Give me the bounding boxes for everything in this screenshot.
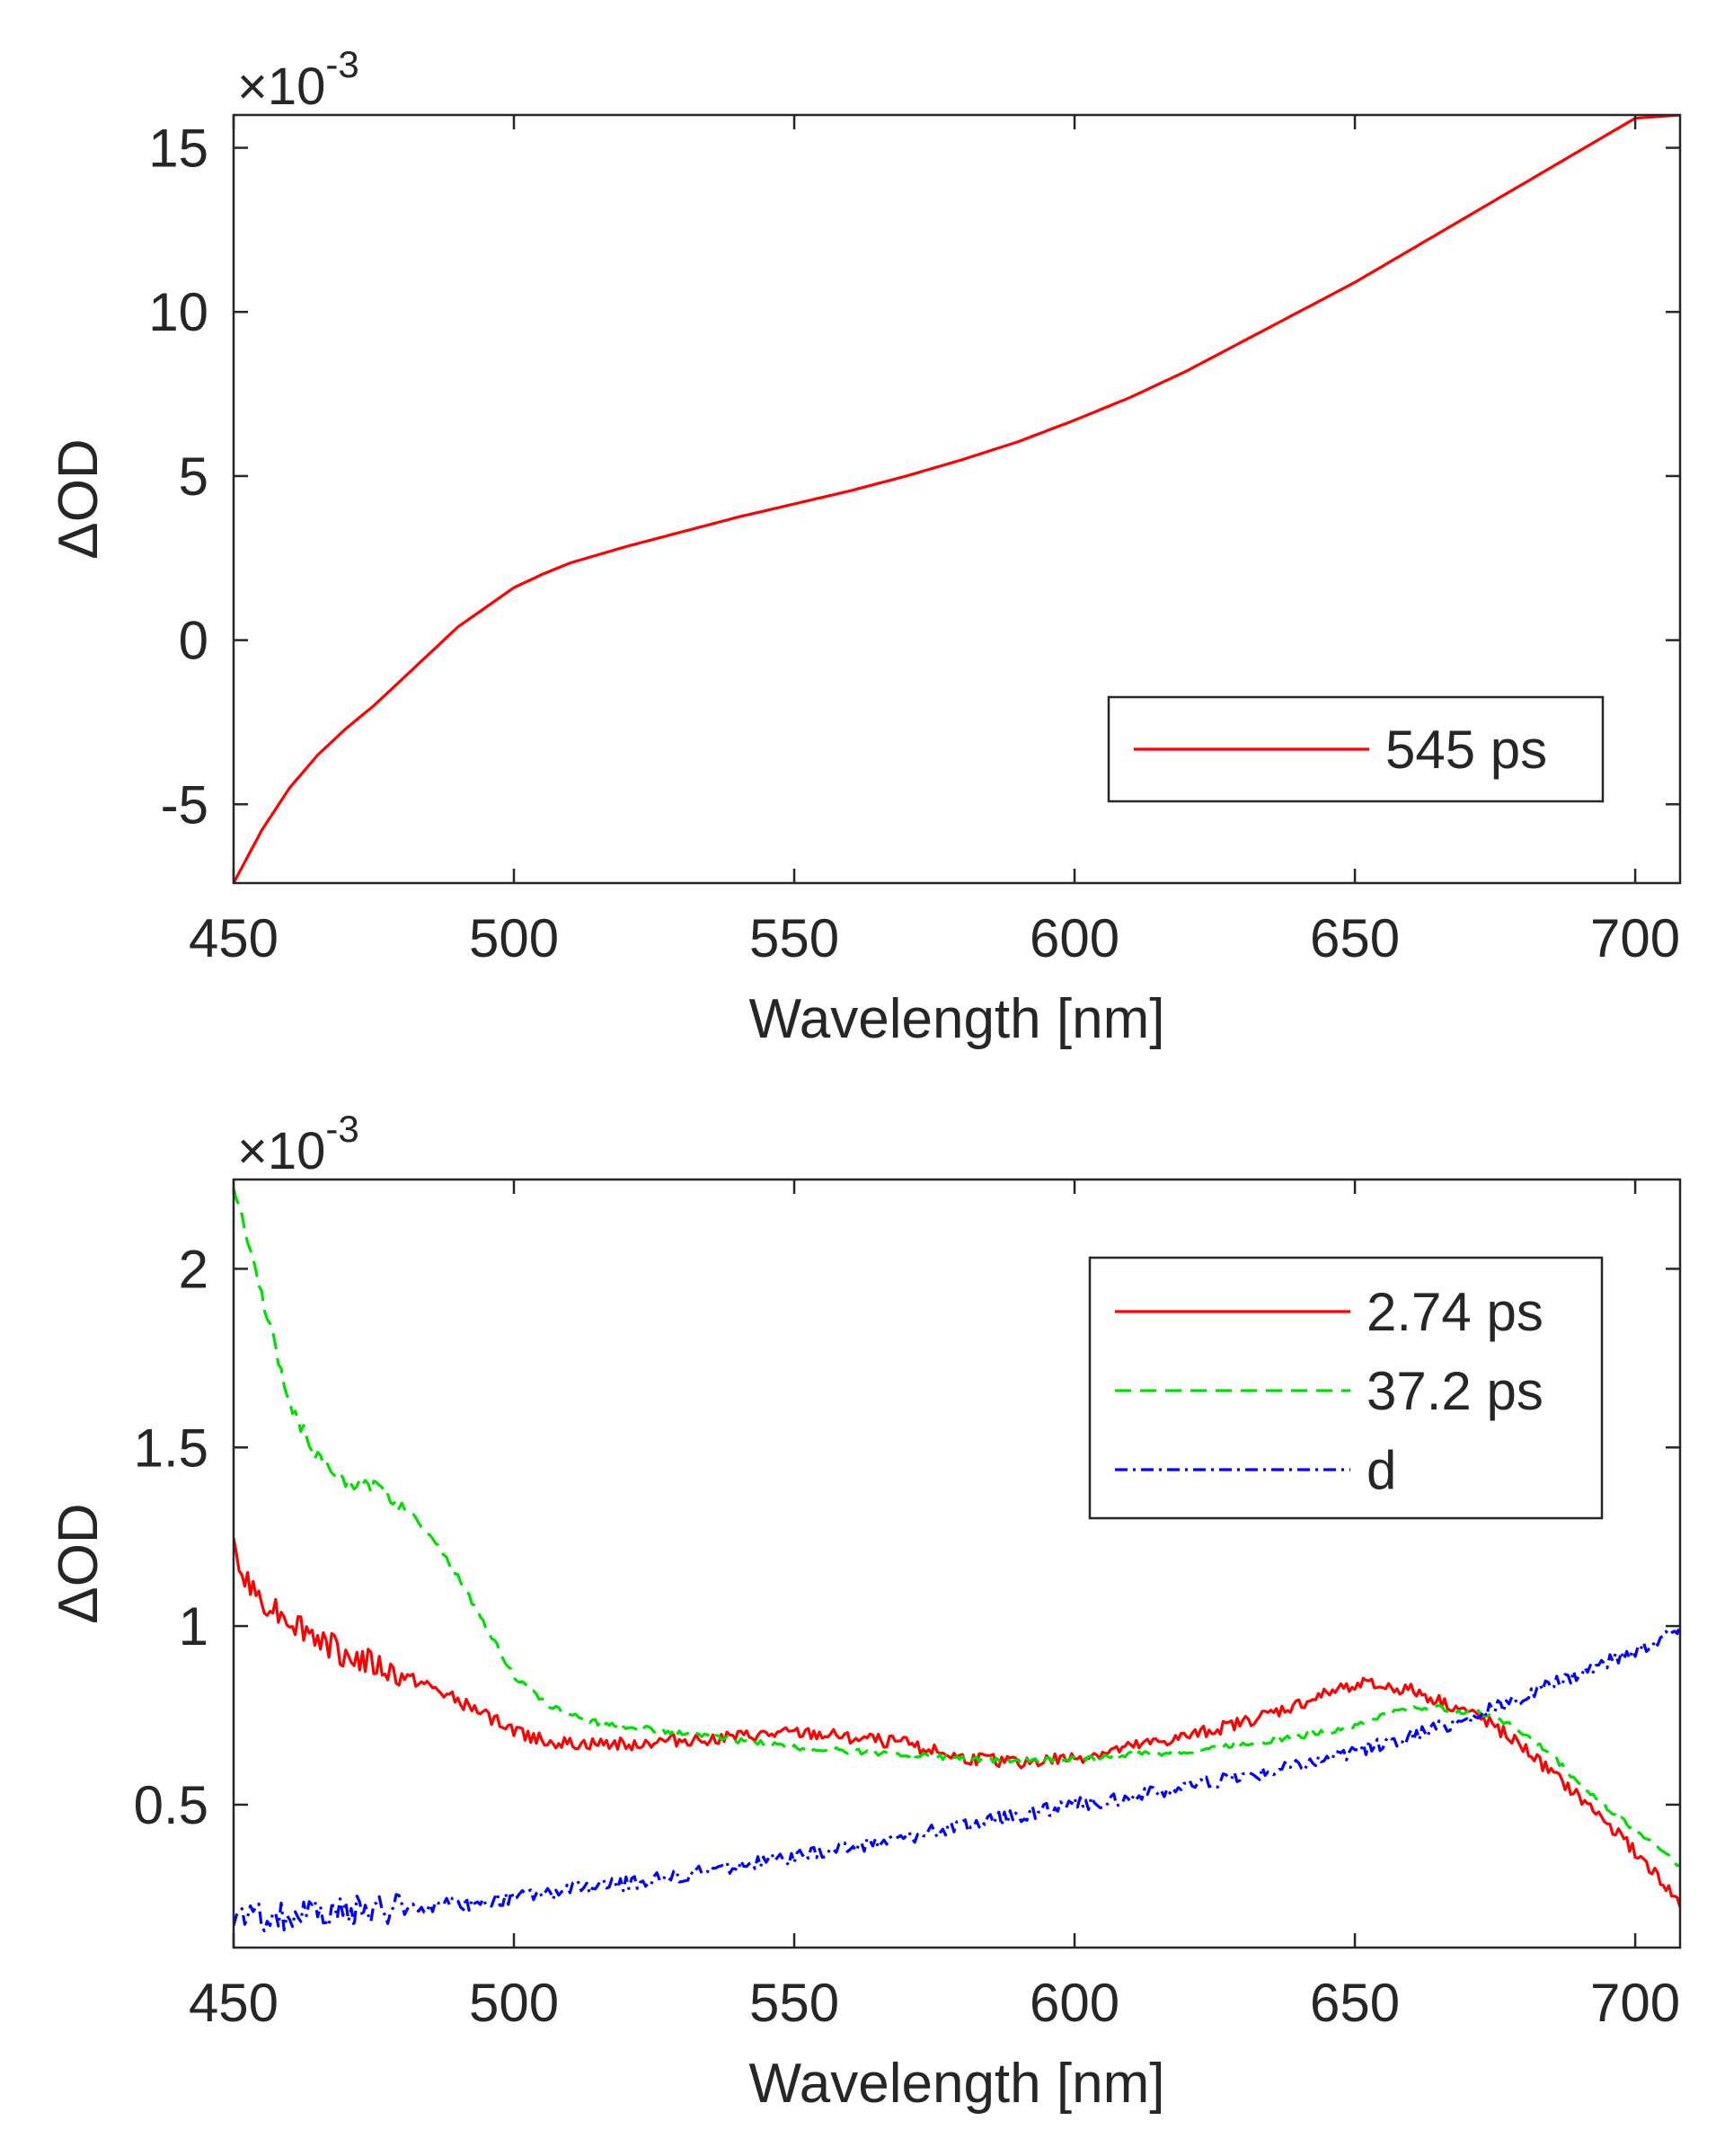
x-tick-label: 650 xyxy=(1310,1973,1400,2033)
y-tick-label: 0 xyxy=(179,611,208,671)
legend-label-1: 545 ps xyxy=(1385,720,1547,780)
y-tick-label: 15 xyxy=(148,119,208,179)
series-line-3 xyxy=(234,1623,1680,1932)
series-group xyxy=(234,115,1680,883)
y-multiplier: ×10-3 xyxy=(237,43,359,116)
x-tick-label: 450 xyxy=(189,908,279,968)
y-axis-label: ΔOD xyxy=(48,1503,110,1623)
legend-label-2: 37.2 ps xyxy=(1367,1361,1544,1421)
x-axis-label: Wavelength [nm] xyxy=(749,988,1165,1050)
x-axis-label: Wavelength [nm] xyxy=(749,2053,1165,2115)
series-group xyxy=(234,1188,1680,1932)
x-tick-label: 700 xyxy=(1590,908,1680,968)
x-tick-label: 550 xyxy=(749,908,839,968)
axes-box xyxy=(232,1178,1682,1949)
legend: 2.74 ps 37.2 ps d xyxy=(1088,1256,1604,1520)
y-tick-label: 10 xyxy=(148,282,208,342)
x-tick-label: 650 xyxy=(1310,908,1400,968)
series-line-1 xyxy=(234,115,1680,883)
axes-box xyxy=(232,113,1682,885)
x-tick-label: 600 xyxy=(1030,1973,1119,2033)
y-tick-label: 5 xyxy=(179,446,208,507)
panel-bottom: 450 500 550 600 650 700 0.5 1 1.5 2 Wavelength [nm… xyxy=(48,1108,1682,2115)
y-tick-label: -5 xyxy=(161,774,208,835)
x-tick-label: 550 xyxy=(749,1973,839,2033)
y-tick-label: 0.5 xyxy=(134,1775,208,1835)
legend: 545 ps xyxy=(1107,695,1605,803)
y-multiplier: ×10-3 xyxy=(237,1108,359,1180)
y-tick-label: 1.5 xyxy=(134,1418,208,1478)
x-tick-label: 500 xyxy=(469,1973,559,2033)
panel-top: 450 500 550 600 650 700 -5 0 5 10 15 Wavelength [nm… xyxy=(48,43,1682,1050)
x-tick-label: 700 xyxy=(1590,1973,1680,2033)
legend-box xyxy=(1088,1256,1604,1520)
series-line-2 xyxy=(234,1188,1680,1868)
legend-label-3: d xyxy=(1367,1440,1396,1500)
legend-label-1: 2.74 ps xyxy=(1367,1282,1544,1342)
x-tick-label: 450 xyxy=(189,1973,279,2033)
y-axis-label: ΔOD xyxy=(48,438,110,559)
y-tick-label: 2 xyxy=(179,1239,208,1299)
x-tick-label: 600 xyxy=(1030,908,1119,968)
y-tick-label: 1 xyxy=(179,1596,208,1657)
x-tick-label: 500 xyxy=(469,908,559,968)
